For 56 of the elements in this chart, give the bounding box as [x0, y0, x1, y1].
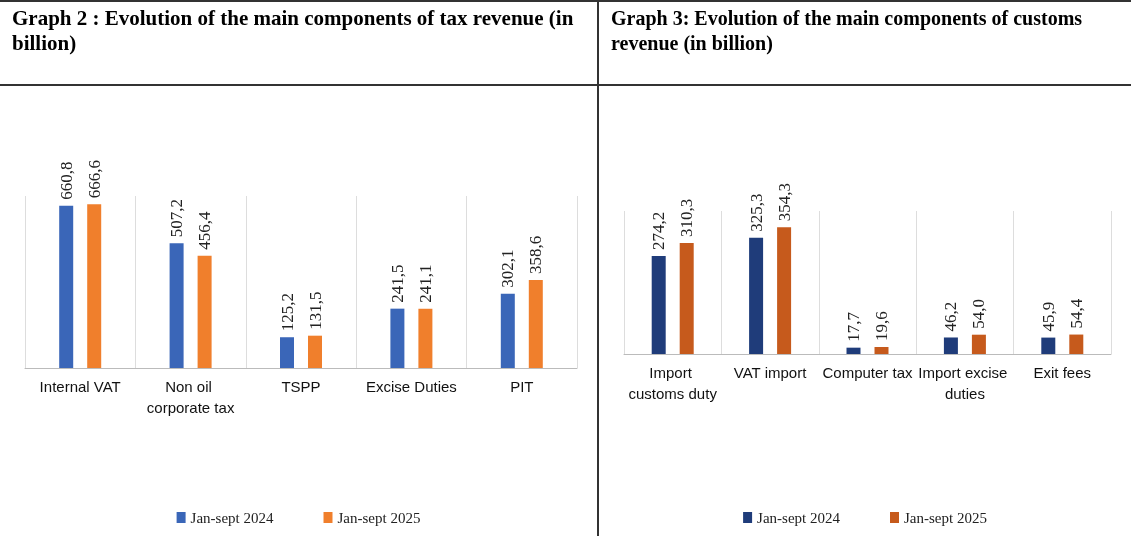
- x-tick-label: Import customs duty: [628, 364, 718, 402]
- bar: [59, 205, 74, 368]
- x-tick-label: Internal VAT: [39, 378, 121, 395]
- x-tick-label: VAT import: [733, 364, 808, 381]
- data-label: 310,3: [677, 198, 697, 238]
- data-label: 17,7: [844, 311, 863, 342]
- data-label: 241,5: [387, 264, 407, 303]
- data-label: 325,3: [746, 193, 766, 232]
- bar: [971, 334, 986, 354]
- bar: [846, 347, 861, 354]
- data-label: 302,1: [498, 249, 518, 288]
- bar: [943, 337, 958, 354]
- data-label: 507,2: [167, 199, 187, 238]
- chart-title: Graph 2 : Evolution of the main components of tax revenue (in billion): [0, 0, 597, 86]
- x-tick-label: Exit fees: [1033, 364, 1092, 381]
- data-label: 456,4: [195, 211, 215, 250]
- bar: [749, 237, 764, 354]
- data-label: 54,0: [969, 298, 989, 329]
- bar: [169, 243, 184, 368]
- data-label: 19,6: [872, 311, 891, 341]
- data-label: 274,2: [649, 211, 669, 250]
- x-tick-label: Non oil corporate tax: [146, 378, 235, 416]
- bar: [280, 337, 294, 368]
- data-label: 241,1: [415, 264, 435, 303]
- x-tick-label: TSPP: [281, 378, 321, 395]
- data-label: 354,3: [774, 183, 794, 222]
- bar: [874, 346, 889, 354]
- x-tick-label: PIT: [510, 378, 534, 395]
- bar: [777, 227, 792, 354]
- data-label: 54,4: [1066, 298, 1086, 329]
- bar: [308, 335, 322, 368]
- data-label: 666,6: [84, 159, 104, 199]
- legend-label: Jan-sept 2025: [337, 509, 421, 526]
- legend-label: Jan-sept 2024: [757, 509, 841, 526]
- x-tick-label: Import excise duties: [918, 364, 1012, 402]
- bar: [528, 279, 543, 368]
- bar: [651, 255, 666, 354]
- data-label: 131,5: [305, 291, 325, 330]
- bar: [1069, 334, 1084, 354]
- bar: [197, 255, 212, 368]
- data-label: 125,2: [277, 292, 297, 332]
- chart-title: Graph 3: Evolution of the main components of customs revenue (in billion): [599, 0, 1131, 86]
- bar: [390, 308, 405, 368]
- bar: [679, 243, 694, 354]
- legend-label: Jan-sept 2024: [190, 509, 274, 526]
- bar: [500, 293, 515, 368]
- legend-label: Jan-sept 2025: [904, 509, 987, 526]
- data-label: 46,2: [941, 301, 961, 332]
- bar: [1041, 337, 1056, 354]
- bar: [87, 204, 102, 368]
- data-label: 45,9: [1038, 301, 1058, 332]
- bar: [418, 308, 433, 368]
- x-tick-label: Computer tax: [822, 364, 914, 381]
- data-label: 358,6: [526, 235, 546, 274]
- x-tick-label: Excise Duties: [365, 378, 457, 395]
- data-label: 660,8: [56, 161, 76, 200]
